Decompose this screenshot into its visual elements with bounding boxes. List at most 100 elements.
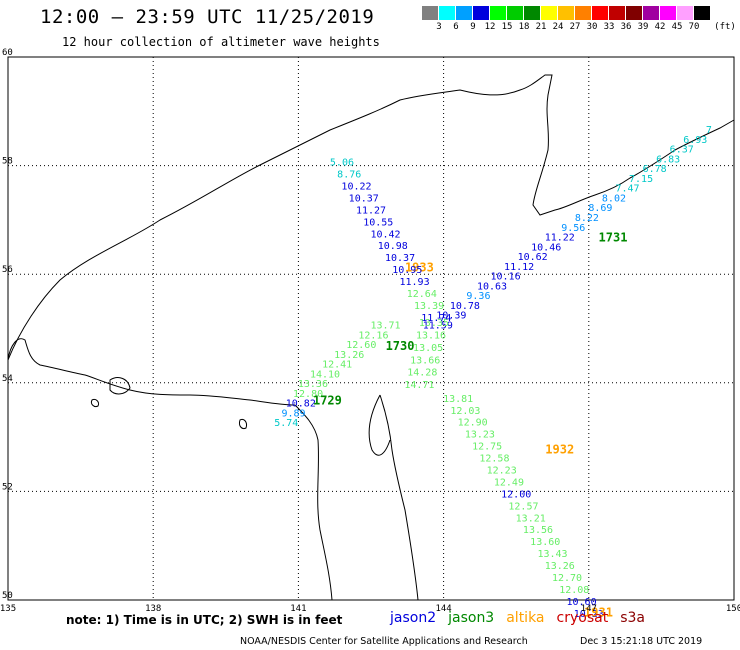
color-scale-tick: 45 bbox=[671, 22, 683, 32]
wave-height-value: 10.37 bbox=[385, 253, 415, 264]
wave-height-value: 13.43 bbox=[537, 549, 567, 560]
altimeter-tracks: 76.936.376.836.787.157.478.028.698.229.5… bbox=[274, 125, 712, 620]
lat-lon-grid bbox=[7, 56, 735, 601]
lat-tick-label: 54 bbox=[2, 374, 13, 384]
wave-height-value: 12.00 bbox=[501, 489, 531, 500]
wave-height-value: 13.26 bbox=[334, 350, 364, 361]
wave-height-value: 10.42 bbox=[370, 229, 400, 240]
lat-tick-label: 56 bbox=[2, 265, 13, 275]
wave-height-value: 13.21 bbox=[516, 513, 546, 524]
wave-height-value: 10.78 bbox=[450, 301, 480, 312]
wave-height-value: 10.98 bbox=[378, 241, 408, 252]
color-swatch bbox=[524, 6, 541, 20]
timestamp: Dec 3 15:21:18 UTC 2019 bbox=[580, 636, 703, 647]
axis-labels: 135 138 141 144 147 150 60 58 56 54 52 50 bbox=[0, 48, 740, 614]
wave-height-value: 5.74 bbox=[274, 418, 298, 429]
wave-height-value: 6.83 bbox=[656, 154, 680, 165]
wave-height-value: 10.39 bbox=[436, 311, 466, 322]
legend-cryosat: cryosat bbox=[556, 610, 609, 626]
wave-height-value: 12.41 bbox=[322, 360, 352, 371]
color-swatch bbox=[643, 6, 660, 20]
wave-height-value: 7.15 bbox=[629, 174, 653, 185]
color-scale-tick: 27 bbox=[569, 22, 581, 32]
color-scale-tick: 42 bbox=[654, 22, 666, 32]
wave-height-value: 11.22 bbox=[545, 233, 575, 244]
color-swatch bbox=[541, 6, 558, 20]
wave-height-value: 13.39 bbox=[414, 301, 444, 312]
color-scale-tick: 12 bbox=[484, 22, 496, 32]
color-scale-labels: 3 6 9 12 15 18 21 24 27 30 33 36 39 42 45 70 (ft) bbox=[422, 22, 740, 36]
wave-height-value: 6.93 bbox=[683, 135, 707, 146]
wave-height-value: 11.74 bbox=[421, 313, 451, 324]
footnote: note: 1) Time is in UTC; 2) SWH is in fe… bbox=[66, 613, 343, 627]
coastline-west bbox=[7, 338, 296, 406]
wave-height-value: 8.02 bbox=[602, 193, 626, 204]
wave-height-value: 12.64 bbox=[407, 289, 437, 300]
map-border bbox=[7, 56, 735, 601]
lat-tick-label: 52 bbox=[2, 482, 13, 492]
wave-height-value: 10.22 bbox=[341, 181, 371, 192]
lon-tick-label: 138 bbox=[145, 604, 161, 614]
wave-height-value: 10.82 bbox=[286, 399, 316, 410]
lon-tick-label: 150 bbox=[726, 604, 740, 614]
wave-height-value: 12.70 bbox=[552, 573, 582, 584]
wave-height-value: 7 bbox=[706, 125, 712, 136]
page-subtitle: 12 hour collection of altimeter wave hei… bbox=[62, 35, 380, 49]
wave-height-value: 11.12 bbox=[504, 262, 534, 273]
island-small bbox=[91, 399, 99, 407]
wave-height-value: 11.93 bbox=[400, 277, 430, 288]
wave-height-value: 10.16 bbox=[490, 272, 520, 283]
wave-height-value: 8.76 bbox=[337, 170, 361, 181]
wave-height-value: 12.08 bbox=[559, 585, 589, 596]
legend-jason3: jason3 bbox=[448, 610, 495, 626]
color-scale-bar bbox=[422, 6, 711, 20]
color-swatch bbox=[456, 6, 473, 20]
wave-height-value: 10.95 bbox=[392, 265, 422, 276]
track-time-label: 1931 bbox=[584, 605, 613, 619]
wave-height-value: 5.06 bbox=[330, 158, 354, 169]
page-title: 12:00 – 23:59 UTC 11/25/2019 bbox=[40, 6, 375, 28]
color-scale-tick: 6 bbox=[453, 22, 459, 32]
color-scale-tick: 24 bbox=[552, 22, 564, 32]
satellite-legend: jason2 jason3 altika cryosat s3a bbox=[390, 610, 657, 626]
color-swatch bbox=[473, 6, 490, 20]
wave-height-value: 13.35 bbox=[419, 318, 449, 329]
wave-height-value: 9.89 bbox=[282, 408, 306, 419]
wave-height-value: 13.26 bbox=[545, 561, 575, 572]
wave-height-value: 12.23 bbox=[487, 465, 517, 476]
wave-height-value: 13.36 bbox=[298, 379, 328, 390]
wave-height-value: 14.71 bbox=[404, 380, 434, 391]
track-time-label: 1932 bbox=[545, 442, 574, 456]
wave-height-value: 12.49 bbox=[494, 477, 524, 488]
color-scale-tick: 70 bbox=[688, 22, 700, 32]
wave-height-value: 10.23 bbox=[574, 609, 604, 620]
legend-altika: altika bbox=[506, 610, 545, 626]
legend-jason2: jason2 bbox=[390, 610, 437, 626]
wave-height-value: 12.58 bbox=[479, 454, 509, 465]
lat-tick-label: 50 bbox=[2, 591, 13, 601]
color-scale-tick: 21 bbox=[535, 22, 547, 32]
lat-tick-label: 58 bbox=[2, 157, 13, 167]
color-swatch bbox=[439, 6, 456, 20]
legend-s3a: s3a bbox=[620, 610, 645, 626]
wave-height-value: 13.71 bbox=[370, 321, 400, 332]
wave-height-value: 13.66 bbox=[410, 355, 440, 366]
wave-height-value: 10.63 bbox=[477, 281, 507, 292]
color-swatch bbox=[660, 6, 677, 20]
lat-tick-label: 60 bbox=[2, 48, 13, 58]
wave-height-value: 12.80 bbox=[293, 389, 323, 400]
wave-height-value: 12.03 bbox=[450, 406, 480, 417]
track-time-label: 1729 bbox=[313, 394, 342, 408]
wave-height-value: 13.16 bbox=[416, 330, 446, 341]
coastline-mainland bbox=[7, 74, 735, 361]
wave-height-value: 12.57 bbox=[508, 501, 538, 512]
wave-height-value: 6.37 bbox=[670, 145, 694, 156]
wave-height-value: 11.59 bbox=[423, 321, 453, 332]
wave-height-value: 12.90 bbox=[458, 418, 488, 429]
island-coast-2 bbox=[239, 419, 247, 429]
color-swatch bbox=[626, 6, 643, 20]
color-scale-tick: 15 bbox=[501, 22, 513, 32]
color-scale-unit: (ft) bbox=[714, 22, 736, 32]
wave-height-value: 10.62 bbox=[518, 252, 548, 263]
